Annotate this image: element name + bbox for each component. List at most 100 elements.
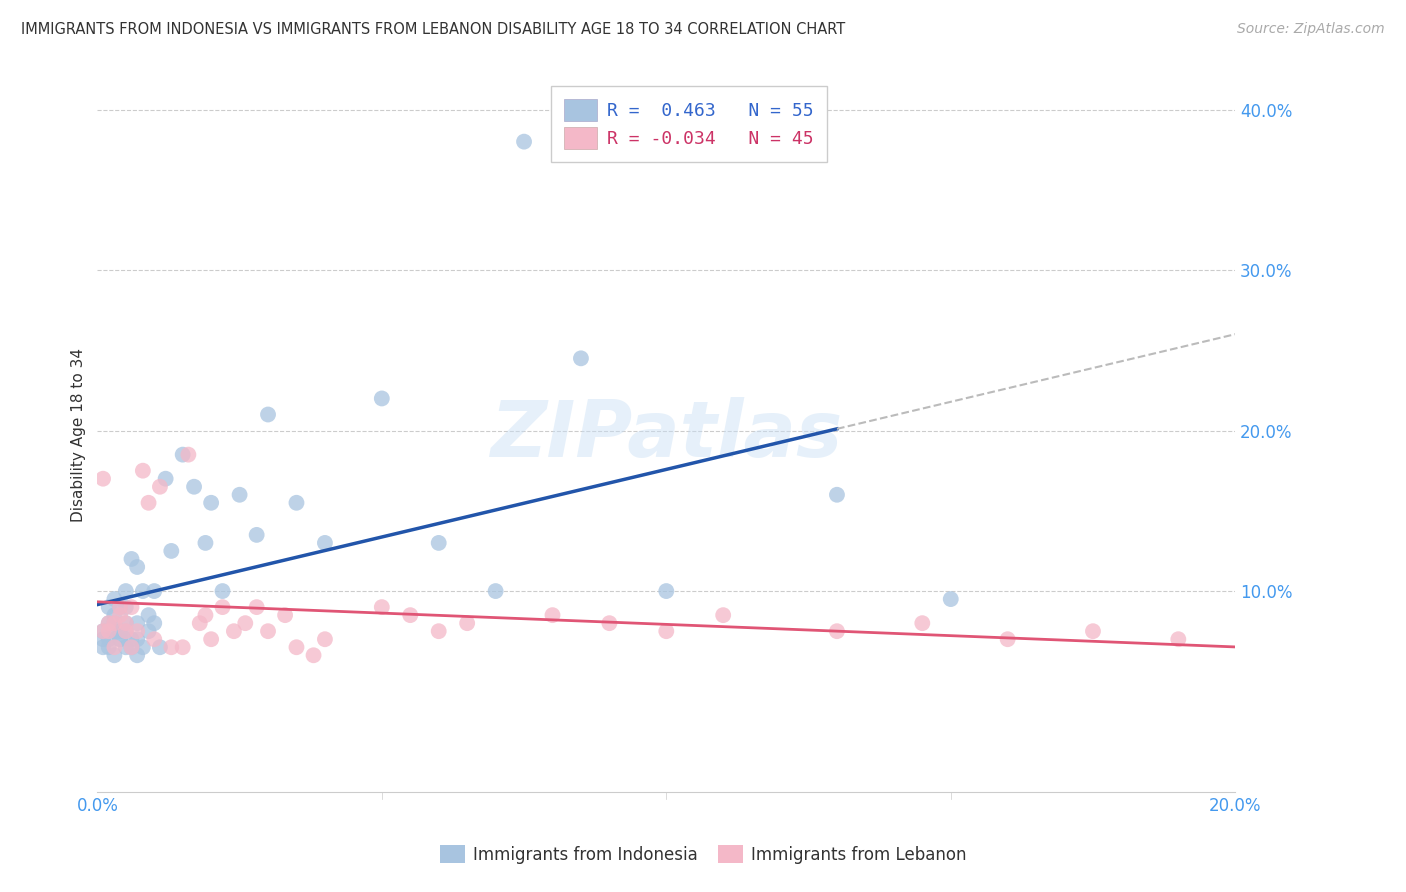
Point [121,640,143,655]
Point [427,624,450,639]
Point [97,624,120,639]
Point [108,632,131,647]
Point [569,351,592,366]
Point [127,632,149,647]
Point [114,640,136,655]
Point [97,640,120,655]
Point [427,536,450,550]
Point [91,624,114,639]
Point [371,392,394,406]
Point [108,632,131,647]
Point [114,600,136,615]
Text: IMMIGRANTS FROM INDONESIA VS IMMIGRANTS FROM LEBANON DISABILITY AGE 18 TO 34 COR: IMMIGRANTS FROM INDONESIA VS IMMIGRANTS … [21,22,845,37]
Point [127,624,149,639]
Point [172,448,194,462]
Point [143,616,166,631]
Point [108,600,131,615]
Point [188,616,211,631]
Point [711,608,734,623]
Point [114,616,136,631]
Point [200,496,222,510]
Point [138,608,160,623]
Point [160,544,183,558]
Point [172,640,194,655]
Point [132,584,155,599]
Point [211,600,233,615]
Point [103,640,125,655]
Point [108,600,131,615]
Point [114,624,136,639]
Point [541,608,564,623]
Point [825,488,848,502]
Point [138,496,160,510]
Legend: Immigrants from Indonesia, Immigrants from Lebanon: Immigrants from Indonesia, Immigrants fr… [433,838,973,871]
Point [91,472,114,486]
Y-axis label: Disability Age 18 to 34: Disability Age 18 to 34 [72,348,86,522]
Text: Source: ZipAtlas.com: Source: ZipAtlas.com [1237,22,1385,37]
Point [825,624,848,639]
Point [655,624,678,639]
Point [997,632,1019,647]
Point [1081,624,1104,639]
Point [103,616,125,631]
Point [257,408,280,422]
Point [97,600,120,615]
Point [314,536,336,550]
Point [371,600,394,615]
Point [200,632,222,647]
Point [228,488,250,502]
Point [132,464,155,478]
Point [138,624,160,639]
Point [121,600,143,615]
Point [91,624,114,639]
Point [103,592,125,607]
Point [143,584,166,599]
Point [222,624,245,639]
Point [127,616,149,631]
Point [194,608,217,623]
Point [1167,632,1189,647]
Point [121,640,143,655]
Point [939,592,962,607]
Point [127,648,149,663]
Point [97,632,120,647]
Point [155,472,177,486]
Point [103,624,125,639]
Point [127,560,149,574]
Point [513,135,536,149]
Point [285,640,308,655]
Point [183,480,205,494]
Point [302,648,325,663]
Point [177,448,200,462]
Point [121,552,143,566]
Point [91,632,114,647]
Point [108,608,131,623]
Point [484,584,506,599]
Point [598,616,620,631]
Point [211,584,233,599]
Point [149,480,172,494]
Point [314,632,336,647]
Point [274,608,297,623]
Point [257,624,280,639]
Point [160,640,183,655]
Point [91,640,114,655]
Point [655,584,678,599]
Point [97,616,120,631]
Point [143,632,166,647]
Legend: R =  0.463   N = 55, R = -0.034   N = 45: R = 0.463 N = 55, R = -0.034 N = 45 [551,87,827,162]
Point [456,616,478,631]
Point [246,600,269,615]
Point [233,616,256,631]
Point [103,616,125,631]
Point [149,640,172,655]
Point [399,608,422,623]
Point [103,648,125,663]
Point [108,624,131,639]
Point [114,584,136,599]
Point [132,640,155,655]
Point [114,624,136,639]
Point [285,496,308,510]
Point [911,616,934,631]
Point [194,536,217,550]
